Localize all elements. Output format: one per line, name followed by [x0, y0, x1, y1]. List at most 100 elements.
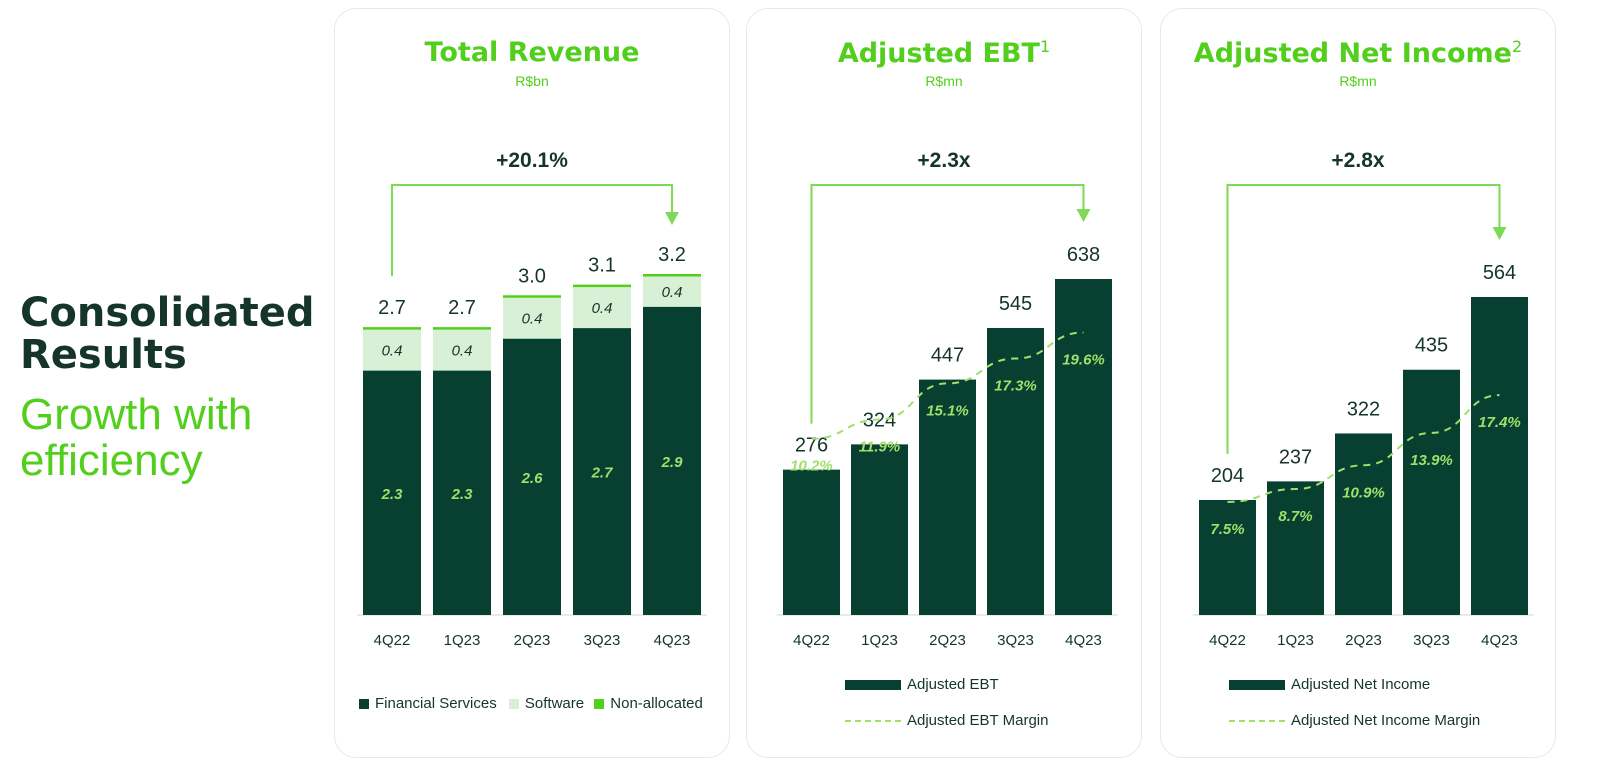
revenue-bar-non-allocated-4q22: [363, 327, 421, 330]
revenue-label-financial-services-4q22: 2.3: [381, 486, 404, 503]
net-income-margin-label-3q23: 13.9%: [1410, 452, 1453, 469]
ebt-growth-label: +2.3x: [917, 149, 971, 172]
revenue-bar-non-allocated-2q23: [503, 295, 561, 298]
net-income-growth-connector: [1226, 184, 1501, 454]
net-income-value-label-3q23: 435: [1415, 335, 1448, 357]
revenue-chart-panel: Total Revenue R$bn +20.1% 2.3 0.4 2.7 4Q22 2…: [334, 8, 730, 758]
net-income-value-label-1q23: 237: [1279, 446, 1312, 468]
revenue-xtick-1q23: 1Q23: [444, 632, 481, 649]
ebt-bar-1q23: [851, 444, 908, 615]
ebt-chart-title: Adjusted EBT1: [747, 37, 1141, 69]
revenue-label-software-2q23: 0.4: [522, 311, 543, 328]
legend-label-financial-services: Financial Services: [375, 695, 497, 712]
net-income-bar-4q22: [1199, 499, 1256, 615]
net-income-value-label-4q23: 564: [1483, 262, 1516, 284]
legend-non-allocated: Non-allocated: [594, 695, 703, 712]
revenue-label-financial-services-2q23: 2.6: [521, 470, 544, 487]
revenue-bar-non-allocated-4q23: [643, 274, 701, 277]
ebt-xtick-2q23: 2Q23: [929, 632, 966, 649]
revenue-label-software-4q23: 0.4: [662, 284, 683, 301]
revenue-bar-software-2q23: [503, 296, 561, 339]
net-income-bar-1q23: [1267, 481, 1324, 615]
revenue-bar-financial-services-2q23: [503, 338, 561, 615]
revenue-bar-software-1q23: [433, 328, 491, 371]
ebt-bar-4q23: [1055, 279, 1112, 615]
ebt-margin-label-4q22: 10.2%: [790, 458, 833, 475]
net-income-legend-bar: Adjusted Net Income: [1229, 676, 1430, 693]
net-income-margin-label-4q22: 7.5%: [1210, 521, 1244, 538]
net-income-xtick-2q23: 2Q23: [1345, 632, 1382, 649]
legend-swatch-software: [508, 699, 519, 710]
revenue-growth-label: +20.1%: [496, 149, 568, 172]
revenue-bar-software-4q23: [643, 275, 701, 307]
revenue-xtick-4q22: 4Q22: [374, 632, 411, 649]
net-income-value-label-2q23: 322: [1347, 398, 1380, 420]
net-income-chart-svg: 204 4Q22 7.5% 237 1Q23 8.7% 322 2Q23 10.9% 435 3Q2…: [1193, 184, 1534, 649]
ebt-value-label-3q23: 545: [999, 293, 1032, 315]
revenue-total-label-2q23: 3.0: [518, 265, 546, 287]
legend-swatch-financial-services: [359, 699, 369, 710]
ebt-margin-label-3q23: 17.3%: [994, 378, 1037, 395]
revenue-label-software-4q22: 0.4: [382, 342, 403, 359]
revenue-xtick-2q23: 2Q23: [514, 632, 551, 649]
ebt-xtick-4q23: 4Q23: [1065, 632, 1102, 649]
ebt-xtick-1q23: 1Q23: [861, 632, 898, 649]
legend-swatch-adjusted-net-income: [1229, 680, 1285, 691]
ebt-xtick-3q23: 3Q23: [997, 632, 1034, 649]
revenue-bar-financial-services-1q23: [433, 370, 491, 615]
legend-software: Software: [508, 695, 584, 712]
section-subtitle-line-2: efficiency: [20, 436, 203, 485]
ebt-unit: R$mn: [925, 73, 963, 89]
legend-label-adjusted-net-income: Adjusted Net Income: [1291, 676, 1431, 693]
ebt-growth-arrowhead: [1076, 209, 1091, 222]
net-income-growth-label: +2.8x: [1331, 149, 1385, 172]
ebt-margin-label-4q23: 19.6%: [1062, 352, 1105, 369]
revenue-bar-non-allocated-1q23: [433, 327, 491, 330]
revenue-label-financial-services-4q23: 2.9: [661, 454, 684, 471]
net-income-margin-label-1q23: 8.7%: [1278, 508, 1312, 525]
net-income-xtick-1q23: 1Q23: [1277, 632, 1314, 649]
legend-swatch-non-allocated: [594, 699, 605, 710]
ebt-value-label-4q22: 276: [795, 435, 828, 457]
ebt-bar-2q23: [919, 379, 976, 615]
section-title: Consolidated Results Growth with efficie…: [20, 292, 320, 484]
revenue-label-financial-services-1q23: 2.3: [451, 486, 474, 503]
revenue-bar-financial-services-4q22: [363, 370, 421, 615]
net-income-bar-2q23: [1335, 433, 1392, 615]
revenue-legend: Financial Services Software Non-allocate…: [359, 695, 703, 712]
revenue-xtick-3q23: 3Q23: [584, 632, 621, 649]
revenue-bar-software-4q22: [363, 328, 421, 371]
net-income-legend-line: Adjusted Net Income Margin: [1229, 712, 1480, 729]
legend-swatch-adjusted-net-income-margin: [1229, 720, 1285, 723]
ebt-margin-line: [811, 331, 1084, 440]
revenue-chart-svg: 2.3 0.4 2.7 4Q22 2.3 0.4 2.7 1Q23 2.6 0.4 3.0 2Q23 2…: [357, 184, 707, 649]
net-income-margin-label-2q23: 10.9%: [1342, 484, 1385, 501]
net-income-margin-label-4q23: 17.4%: [1478, 414, 1521, 431]
revenue-total-label-3q23: 3.1: [588, 255, 616, 277]
net-income-value-label-4q22: 204: [1211, 465, 1244, 487]
revenue-total-label-4q23: 3.2: [658, 244, 686, 266]
net-income-chart-panel: Adjusted Net Income2 R$mn +2.8x 204 4Q22 7…: [1160, 8, 1556, 758]
section-title-line-2: Results: [20, 332, 187, 378]
ebt-legend-bar: Adjusted EBT: [845, 676, 999, 693]
revenue-bar-software-3q23: [573, 285, 631, 329]
net-income-bar-4q23: [1471, 297, 1528, 615]
revenue-total-label-4q22: 2.7: [378, 297, 406, 319]
revenue-label-financial-services-3q23: 2.7: [591, 465, 614, 482]
ebt-growth-connector: [810, 184, 1085, 424]
revenue-total-label-1q23: 2.7: [448, 297, 476, 319]
legend-label-adjusted-ebt-margin: Adjusted EBT Margin: [907, 712, 1049, 729]
legend-swatch-adjusted-ebt: [845, 680, 901, 691]
legend-financial-services: Financial Services: [359, 695, 497, 712]
net-income-xtick-3q23: 3Q23: [1413, 632, 1450, 649]
revenue-bar-financial-services-3q23: [573, 328, 631, 615]
revenue-label-software-1q23: 0.4: [452, 342, 473, 359]
ebt-title-text: Adjusted EBT: [837, 38, 1040, 69]
ebt-bar-3q23: [987, 327, 1044, 615]
ebt-bar-4q22: [783, 469, 840, 615]
legend-label-adjusted-net-income-margin: Adjusted Net Income Margin: [1291, 712, 1481, 729]
net-income-xtick-4q22: 4Q22: [1209, 632, 1246, 649]
net-income-xtick-4q23: 4Q23: [1481, 632, 1518, 649]
revenue-bar-financial-services-4q23: [643, 306, 701, 615]
revenue-unit: R$bn: [515, 73, 549, 89]
